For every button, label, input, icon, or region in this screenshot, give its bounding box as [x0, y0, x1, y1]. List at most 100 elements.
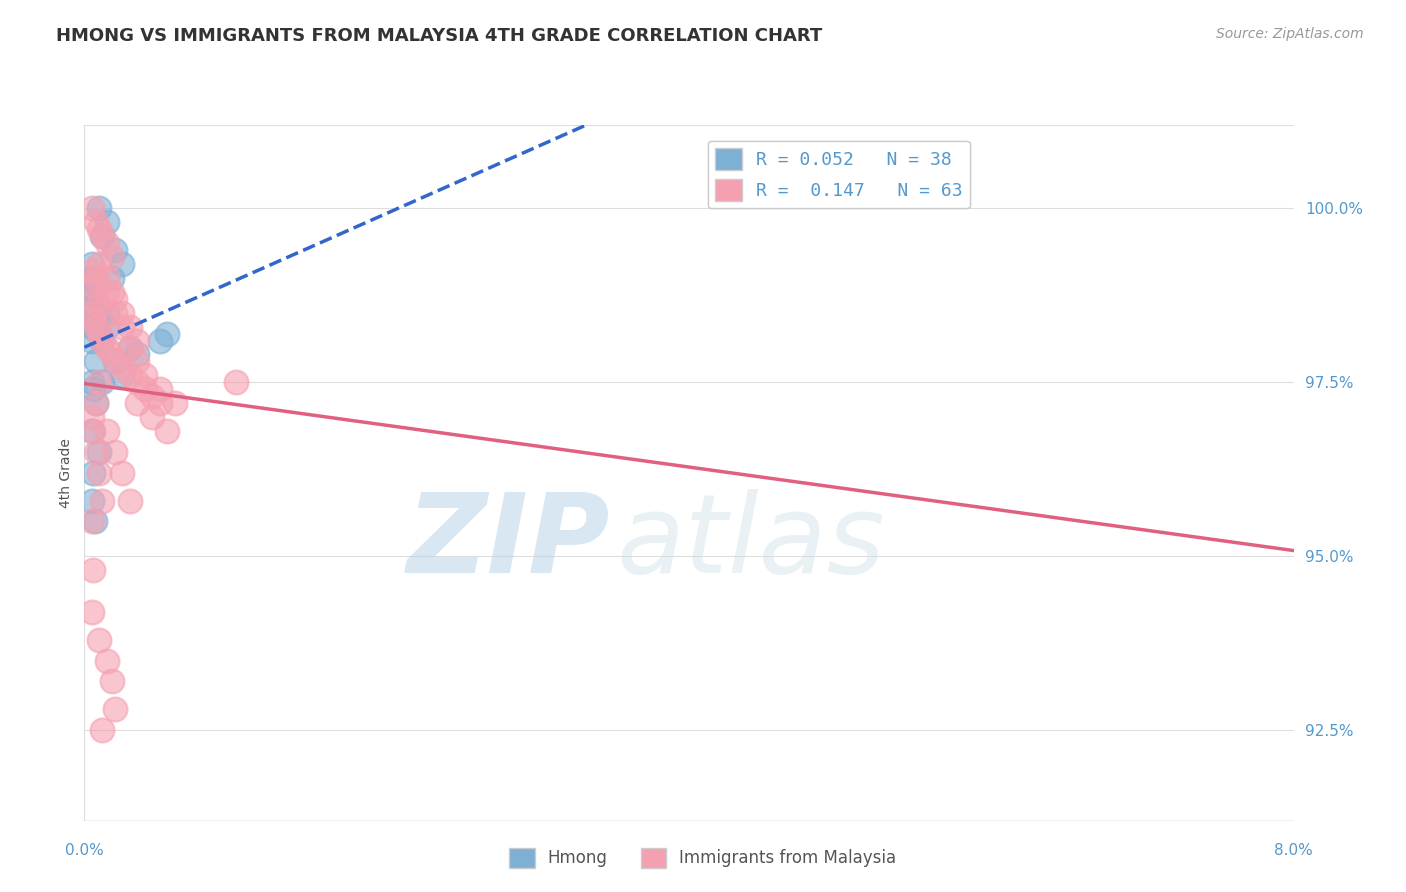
- Point: [80, 319, 103, 334]
- Point: [86, 396, 108, 410]
- Point: [89, 299, 111, 313]
- Point: [80, 257, 103, 271]
- Point: [127, 376, 149, 390]
- Point: [96, 285, 118, 299]
- Point: [89, 257, 111, 271]
- Point: [127, 347, 149, 361]
- Point: [91, 334, 114, 348]
- Point: [86, 445, 108, 459]
- Point: [100, 674, 122, 689]
- Point: [80, 334, 103, 348]
- Point: [118, 341, 141, 355]
- Point: [104, 243, 127, 257]
- Point: [89, 445, 111, 459]
- Point: [86, 292, 108, 306]
- Point: [149, 396, 172, 410]
- Point: [86, 215, 108, 229]
- Text: Source: ZipAtlas.com: Source: ZipAtlas.com: [1216, 27, 1364, 41]
- Point: [82, 424, 104, 438]
- Point: [80, 285, 103, 299]
- Point: [96, 424, 118, 438]
- Point: [100, 347, 122, 361]
- Legend: Hmong, Immigrants from Malaysia: Hmong, Immigrants from Malaysia: [503, 841, 903, 875]
- Point: [80, 410, 103, 425]
- Point: [91, 493, 114, 508]
- Point: [86, 271, 108, 285]
- Point: [111, 368, 134, 383]
- Point: [89, 326, 111, 341]
- Point: [82, 277, 104, 292]
- Point: [141, 410, 163, 425]
- Point: [91, 376, 114, 390]
- Point: [100, 271, 122, 285]
- Point: [86, 319, 108, 334]
- Legend: R = 0.052   N = 38, R =  0.147   N = 63: R = 0.052 N = 38, R = 0.147 N = 63: [707, 141, 970, 209]
- Point: [82, 382, 104, 396]
- Point: [96, 271, 118, 285]
- Point: [134, 382, 156, 396]
- Point: [80, 493, 103, 508]
- Point: [89, 299, 111, 313]
- Point: [86, 354, 108, 368]
- Point: [104, 702, 127, 716]
- Point: [104, 306, 127, 320]
- Point: [118, 493, 141, 508]
- Point: [96, 215, 118, 229]
- Point: [86, 396, 108, 410]
- Y-axis label: 4th Grade: 4th Grade: [59, 438, 73, 508]
- Point: [111, 257, 134, 271]
- Point: [104, 292, 127, 306]
- Point: [149, 334, 172, 348]
- Text: 0.0%: 0.0%: [65, 843, 104, 858]
- Point: [80, 271, 103, 285]
- Point: [82, 466, 104, 480]
- Point: [84, 319, 107, 334]
- Point: [82, 563, 104, 577]
- Point: [156, 424, 179, 438]
- Point: [111, 466, 134, 480]
- Point: [118, 341, 141, 355]
- Text: ZIP: ZIP: [406, 489, 610, 596]
- Point: [104, 354, 127, 368]
- Point: [89, 306, 111, 320]
- Point: [118, 368, 141, 383]
- Point: [100, 285, 122, 299]
- Point: [82, 312, 104, 326]
- Point: [89, 326, 111, 341]
- Point: [118, 319, 141, 334]
- Point: [127, 354, 149, 368]
- Point: [127, 334, 149, 348]
- Point: [80, 202, 103, 216]
- Point: [163, 396, 186, 410]
- Point: [80, 264, 103, 278]
- Point: [149, 382, 172, 396]
- Point: [96, 319, 118, 334]
- Point: [80, 515, 103, 529]
- Point: [141, 389, 163, 403]
- Point: [91, 334, 114, 348]
- Point: [80, 376, 103, 390]
- Point: [104, 354, 127, 368]
- Point: [91, 229, 114, 244]
- Point: [225, 376, 247, 390]
- Point: [104, 445, 127, 459]
- Point: [80, 306, 103, 320]
- Point: [82, 312, 104, 326]
- Point: [96, 341, 118, 355]
- Point: [80, 306, 103, 320]
- Point: [80, 605, 103, 619]
- Text: atlas: atlas: [616, 489, 884, 596]
- Point: [86, 292, 108, 306]
- Point: [89, 376, 111, 390]
- Point: [80, 424, 103, 438]
- Point: [111, 361, 134, 376]
- Point: [84, 515, 107, 529]
- Point: [89, 632, 111, 647]
- Point: [89, 202, 111, 216]
- Point: [96, 306, 118, 320]
- Point: [111, 319, 134, 334]
- Point: [89, 466, 111, 480]
- Point: [80, 285, 103, 299]
- Point: [156, 326, 179, 341]
- Text: HMONG VS IMMIGRANTS FROM MALAYSIA 4TH GRADE CORRELATION CHART: HMONG VS IMMIGRANTS FROM MALAYSIA 4TH GR…: [56, 27, 823, 45]
